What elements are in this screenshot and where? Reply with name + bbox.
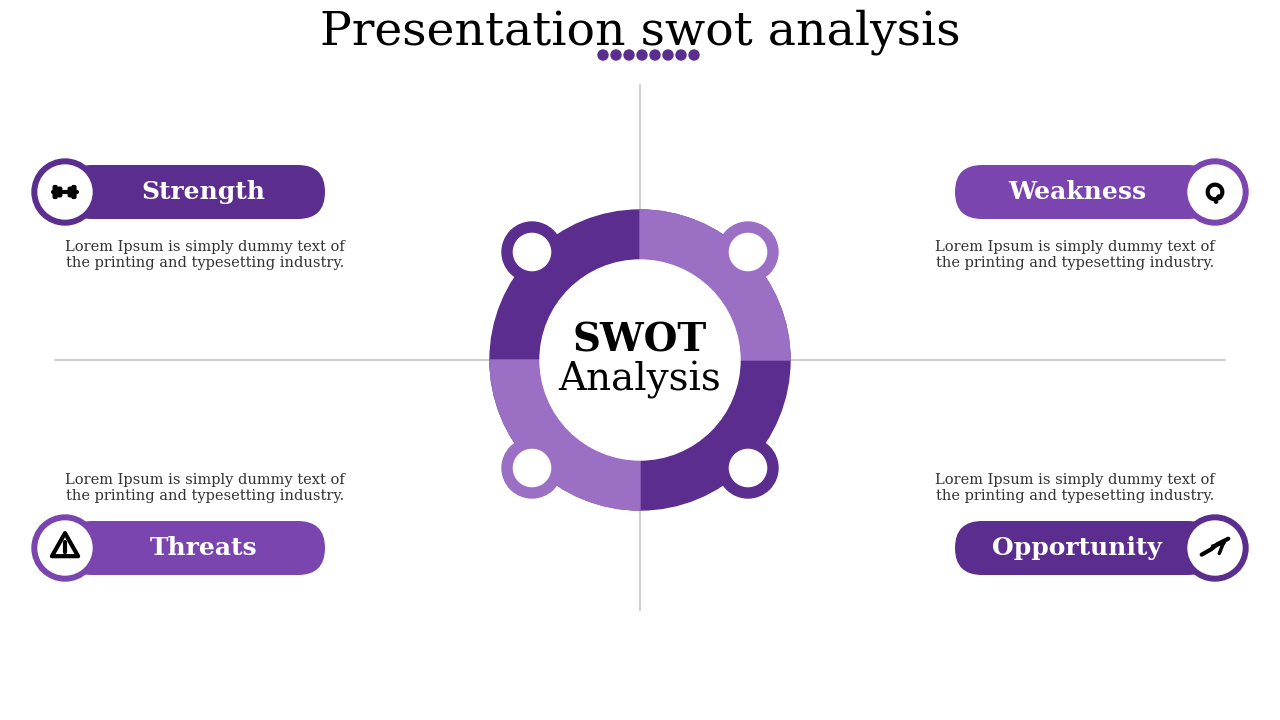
Circle shape xyxy=(540,260,740,460)
Text: Strength: Strength xyxy=(141,180,265,204)
Circle shape xyxy=(1188,165,1242,219)
Text: Weakness: Weakness xyxy=(1007,180,1146,204)
FancyBboxPatch shape xyxy=(72,185,77,199)
Circle shape xyxy=(689,50,699,60)
FancyBboxPatch shape xyxy=(68,186,73,197)
Text: Presentation swot analysis: Presentation swot analysis xyxy=(320,9,960,55)
Text: Lorem Ipsum is simply dummy text of
the printing and typesetting industry.: Lorem Ipsum is simply dummy text of the … xyxy=(65,473,344,503)
Circle shape xyxy=(676,50,686,60)
Circle shape xyxy=(32,515,99,581)
Circle shape xyxy=(513,449,550,487)
Circle shape xyxy=(32,159,99,225)
Circle shape xyxy=(611,50,621,60)
Circle shape xyxy=(625,50,634,60)
Circle shape xyxy=(637,50,646,60)
Circle shape xyxy=(502,438,562,498)
Circle shape xyxy=(718,438,778,498)
Text: Lorem Ipsum is simply dummy text of
the printing and typesetting industry.: Lorem Ipsum is simply dummy text of the … xyxy=(65,240,344,270)
Circle shape xyxy=(650,50,660,60)
Circle shape xyxy=(1215,200,1217,203)
Text: Analysis: Analysis xyxy=(558,361,722,399)
FancyBboxPatch shape xyxy=(52,185,58,199)
Circle shape xyxy=(1181,515,1248,581)
Text: SWOT: SWOT xyxy=(573,321,707,359)
Text: Lorem Ipsum is simply dummy text of
the printing and typesetting industry.: Lorem Ipsum is simply dummy text of the … xyxy=(936,473,1215,503)
Wedge shape xyxy=(640,210,790,360)
Circle shape xyxy=(38,521,92,575)
Circle shape xyxy=(38,165,92,219)
Circle shape xyxy=(730,233,767,271)
FancyBboxPatch shape xyxy=(65,521,325,575)
Circle shape xyxy=(64,554,67,557)
Circle shape xyxy=(598,50,608,60)
Circle shape xyxy=(1181,159,1248,225)
Circle shape xyxy=(502,222,562,282)
Text: Opportunity: Opportunity xyxy=(992,536,1162,560)
FancyBboxPatch shape xyxy=(56,186,63,197)
Circle shape xyxy=(730,449,767,487)
Circle shape xyxy=(513,233,550,271)
FancyBboxPatch shape xyxy=(955,165,1215,219)
Wedge shape xyxy=(490,360,640,510)
Text: Lorem Ipsum is simply dummy text of
the printing and typesetting industry.: Lorem Ipsum is simply dummy text of the … xyxy=(936,240,1215,270)
Circle shape xyxy=(1188,521,1242,575)
Text: Threats: Threats xyxy=(150,536,257,560)
FancyBboxPatch shape xyxy=(955,521,1215,575)
FancyBboxPatch shape xyxy=(65,165,325,219)
Circle shape xyxy=(490,210,790,510)
Circle shape xyxy=(718,222,778,282)
Circle shape xyxy=(663,50,673,60)
